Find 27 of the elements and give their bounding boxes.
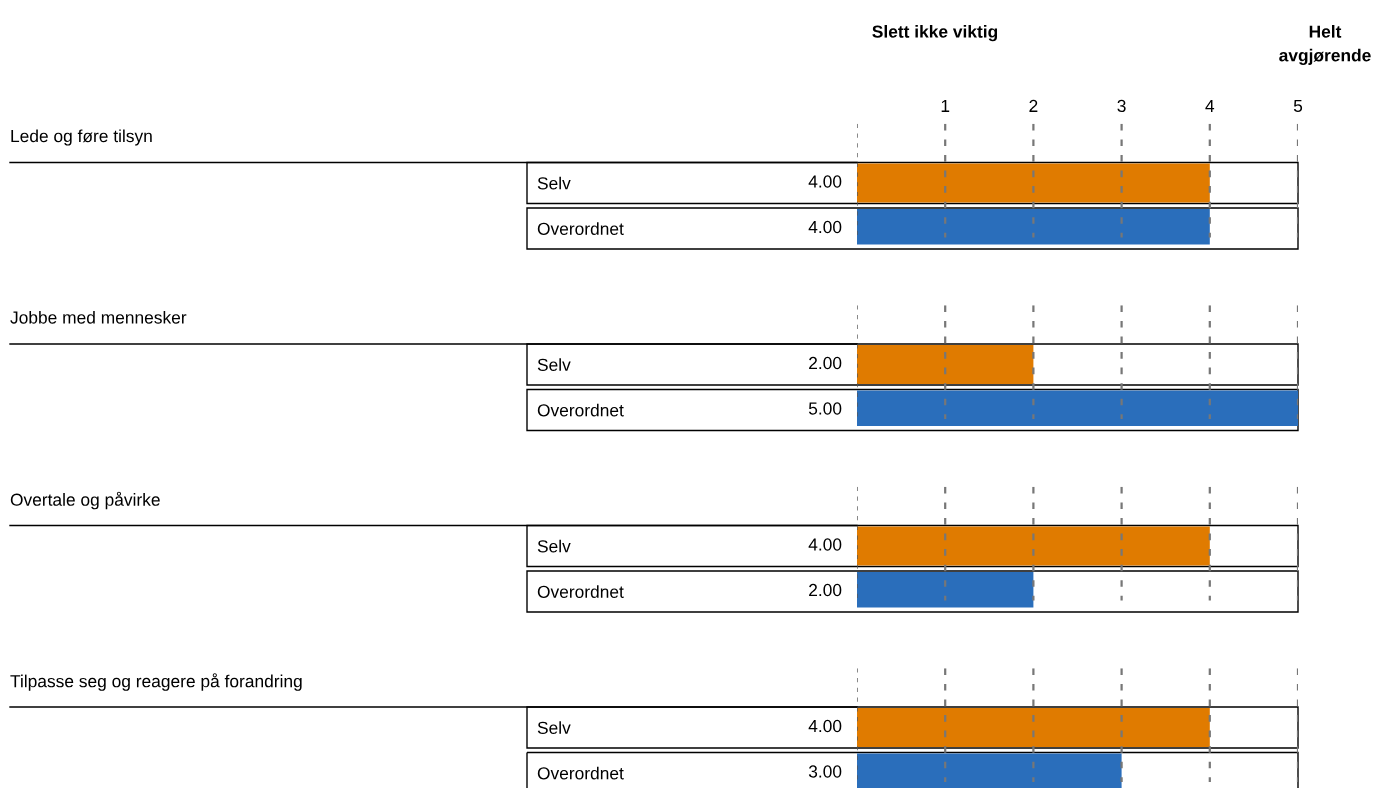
x-tick-label: 4	[1205, 99, 1215, 112]
data-label: 4.00	[808, 175, 842, 188]
category-label: Overordnet	[537, 403, 624, 417]
data-label: 4.00	[808, 220, 842, 234]
data-label: 2.00	[809, 583, 842, 597]
text: Lede og føre tilsyn	[11, 129, 152, 146]
data-label: 3.00	[808, 765, 842, 778]
x-tick-label: 1	[941, 99, 950, 112]
category-label: Overordnet	[537, 766, 624, 780]
text: Overtale og påvirke	[10, 491, 160, 510]
category-label: Selv	[537, 721, 571, 734]
text: Helt avgjørende	[1279, 25, 1371, 65]
category-label: Selv	[537, 176, 571, 190]
category-label: Selv	[537, 358, 571, 371]
x-tick-label: 5	[1293, 99, 1303, 113]
data-label: 5.00	[808, 402, 842, 415]
text: Jobbe med mennesker	[10, 310, 187, 324]
category-label: Selv	[537, 539, 571, 553]
text: Tilpasse seg og reagere på forandring	[10, 673, 302, 691]
text: Slett ikke viktig	[872, 25, 998, 42]
category-label: Overordnet	[537, 585, 624, 598]
x-tick-label: 2	[1029, 99, 1038, 112]
data-label: 4.00	[808, 538, 842, 551]
data-label: 2.00	[809, 356, 842, 370]
x-tick-label: 3	[1117, 99, 1126, 113]
category-label: Overordnet	[537, 222, 624, 235]
data-label: 4.00	[808, 719, 842, 733]
